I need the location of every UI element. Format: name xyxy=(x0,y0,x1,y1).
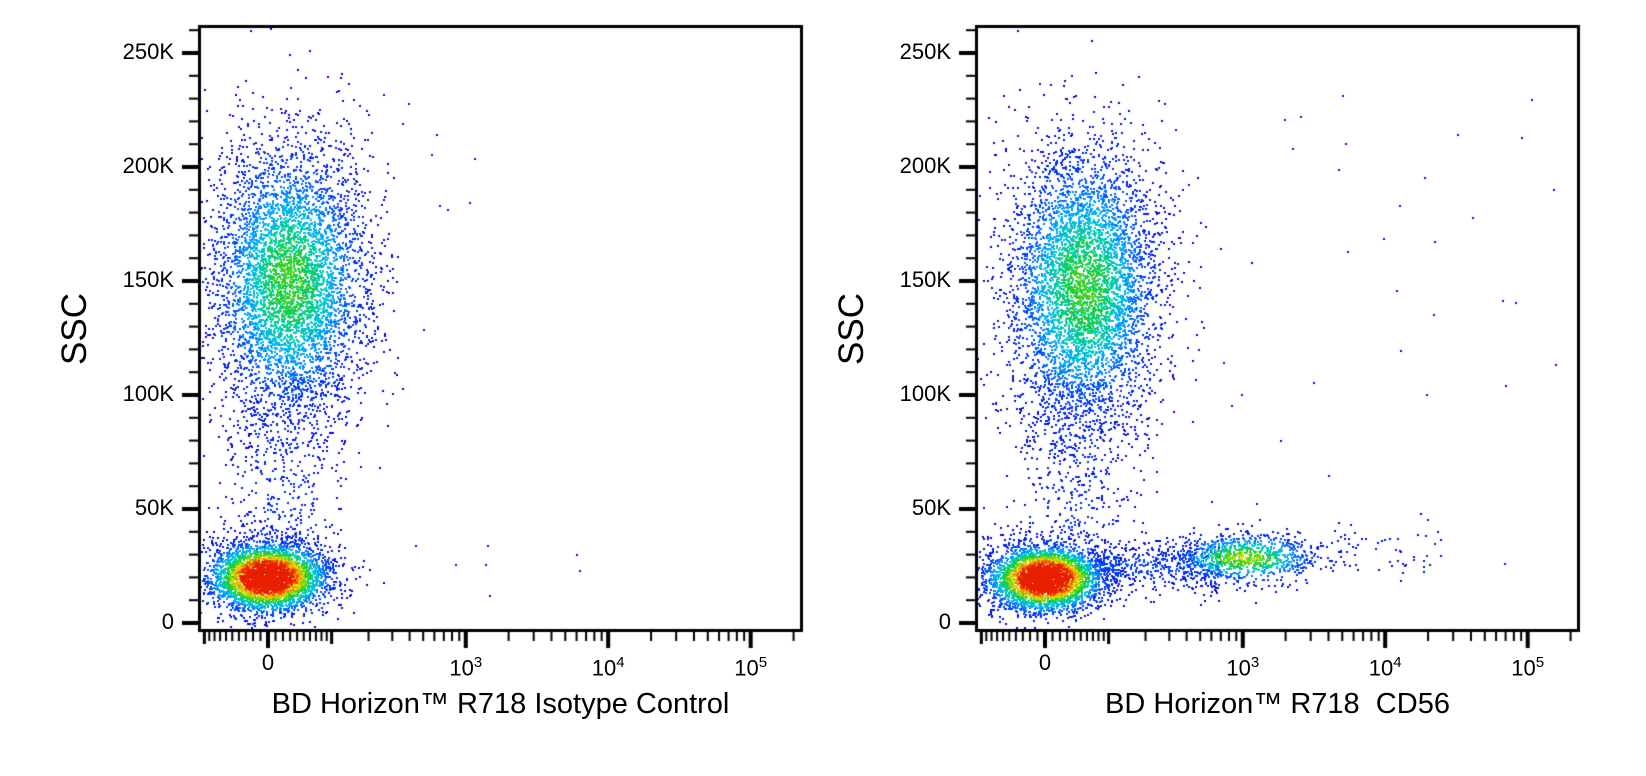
x-tick-base: 10 xyxy=(591,655,617,681)
y-tick-label: 100K xyxy=(899,381,951,406)
x-tick-label: 104 xyxy=(560,650,656,681)
x-tick-base: 10 xyxy=(1368,655,1394,681)
y-tick-label: 0 xyxy=(161,609,174,634)
y-tick-label: 0 xyxy=(938,609,951,634)
x-tick-exponent: 4 xyxy=(616,654,625,671)
x-axis-title: BD Horizon™ R718 CD56 xyxy=(1105,688,1450,720)
x-tick-base: 10 xyxy=(1511,655,1536,681)
density-dot-plot-canvas-cd56 xyxy=(953,15,1594,662)
y-axis-title: SSC xyxy=(832,292,871,365)
y-tick-label: 200K xyxy=(122,153,174,178)
y-tick-label: 200K xyxy=(899,153,951,178)
x-tick-exponent: 3 xyxy=(1250,654,1260,671)
y-tick-label: 150K xyxy=(899,267,951,292)
y-tick-label: 250K xyxy=(899,39,951,64)
y-tick-label: 50K xyxy=(134,495,174,520)
y-axis-title: SSC xyxy=(55,292,94,365)
x-tick-label: 0 xyxy=(220,650,316,676)
x-tick-label: 103 xyxy=(1195,650,1291,681)
x-tick-label: 103 xyxy=(418,650,514,681)
y-tick-label: 50K xyxy=(911,495,951,520)
x-tick-label: 104 xyxy=(1337,650,1433,681)
y-tick-label: 150K xyxy=(122,267,174,292)
y-tick-label: 100K xyxy=(122,381,174,406)
x-tick-label: 0 xyxy=(997,650,1093,676)
x-tick-base: 0 xyxy=(1038,650,1052,675)
x-tick-exponent: 4 xyxy=(1393,654,1402,671)
x-tick-label: 105 xyxy=(1480,650,1576,681)
x-tick-base: 10 xyxy=(1226,655,1251,681)
x-tick-base: 10 xyxy=(449,655,474,681)
y-tick-label: 250K xyxy=(122,39,174,64)
x-axis-title: BD Horizon™ R718 Isotype Control xyxy=(271,688,730,720)
x-tick-exponent: 3 xyxy=(473,654,483,671)
x-tick-base: 10 xyxy=(734,655,759,681)
density-dot-plot-canvas-isotype xyxy=(176,15,817,662)
x-tick-base: 0 xyxy=(261,650,275,675)
x-tick-label: 105 xyxy=(703,650,799,681)
x-tick-exponent: 5 xyxy=(1535,654,1545,671)
x-tick-exponent: 5 xyxy=(758,654,768,671)
